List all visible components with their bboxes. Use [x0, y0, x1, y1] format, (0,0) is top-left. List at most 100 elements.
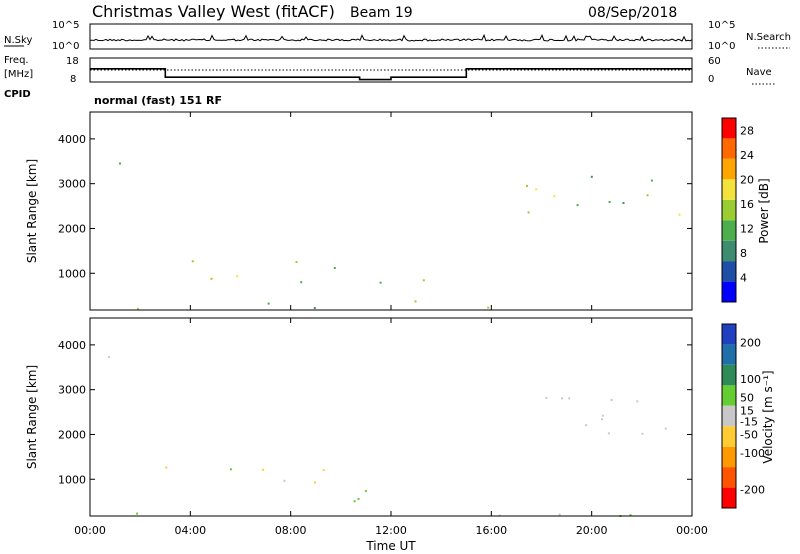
colorbar-tick-label: 50 — [740, 392, 754, 405]
nsky-label: N.Sky — [4, 35, 32, 46]
echo-cell — [576, 204, 579, 207]
y-tick-label: 4000 — [58, 339, 86, 352]
x-tick-label: 08:00 — [275, 524, 307, 537]
echo-cell — [422, 279, 425, 282]
echo-cell — [300, 281, 303, 284]
echo-cell — [295, 261, 298, 263]
freq-label-top: Freq. — [4, 55, 29, 66]
colorbar-tick-label: 20 — [740, 173, 754, 186]
site-title: Christmas Valley West (fitACF) — [92, 2, 335, 21]
nsearch-tick-bottom: 10^0 — [708, 41, 735, 52]
echo-cell — [622, 202, 625, 204]
x-tick-label: 04:00 — [174, 524, 206, 537]
colorbar-tick-label: 24 — [740, 149, 754, 162]
nsky-tick-bottom: 10^0 — [52, 41, 79, 52]
colorbar-segment — [722, 364, 736, 386]
echo-cell — [229, 468, 232, 471]
colorbar-segment — [722, 138, 736, 159]
echo-cell — [646, 194, 649, 197]
colorbar-segment — [722, 426, 736, 447]
echo-cell — [629, 514, 632, 517]
echo-cell — [379, 281, 382, 284]
echo-cell — [267, 302, 270, 305]
echo-cell — [364, 490, 367, 493]
velocity-y-ticks: 1000 2000 3000 4000 — [58, 339, 692, 486]
power-rti-panel: 1000 2000 3000 4000 Slant Range [km] 4 8 12 16… — [25, 111, 771, 311]
echo-cell — [210, 277, 213, 280]
freq-trace — [90, 68, 692, 81]
x-tick-label: 00:00 — [676, 524, 708, 537]
echo-cell — [313, 481, 316, 484]
y-tick-label: 1000 — [58, 267, 86, 280]
velocity-y-axis-label: Slant Range [km] — [25, 365, 39, 469]
velocity-colorbar-label: Velocity [m s⁻¹] — [761, 370, 775, 463]
colorbar-tick-label: 4 — [740, 272, 747, 285]
colorbar-frame — [721, 323, 737, 509]
echo-cell — [313, 307, 316, 309]
echo-cell — [553, 195, 556, 198]
x-tick-label: 12:00 — [375, 524, 407, 537]
nave-tick-bottom: 0 — [708, 74, 714, 85]
nsky-panel-frame — [89, 23, 693, 50]
colorbar-segment — [722, 220, 736, 241]
x-tick-label: 16:00 — [475, 524, 507, 537]
y-tick-label: 3000 — [58, 178, 86, 191]
colorbar-segment — [722, 385, 736, 406]
power-panel-bg — [90, 112, 692, 310]
freq-panel: Freq. [MHz] 18 8 60 0 Nave CPID normal (… — [4, 55, 776, 107]
colorbar-tick-label: 8 — [740, 247, 747, 260]
echo-cell — [283, 479, 286, 482]
x-tick-label: 00:00 — [74, 524, 106, 537]
nsky-tick-top: 10^5 — [52, 20, 79, 31]
nsearch-label: N.Search — [746, 32, 791, 43]
colorbar-tick-label: 100 — [740, 373, 761, 386]
colorbar-tick-label: 28 — [740, 124, 754, 137]
beam-label: Beam 19 — [350, 5, 413, 21]
colorbar-segment — [722, 344, 736, 365]
colorbar-tick-label: -15 — [740, 416, 758, 429]
colorbar-segment — [722, 487, 736, 508]
echo-cell — [607, 432, 610, 435]
echo-cell — [136, 307, 139, 310]
power-y-axis-label: Slant Range [km] — [25, 159, 39, 263]
echo-cell — [636, 400, 639, 403]
echo-cell — [545, 396, 548, 399]
colorbar-tick-label: 16 — [740, 198, 754, 211]
echo-cell — [608, 201, 611, 203]
y-tick-label: 2000 — [58, 428, 86, 441]
colorbar-segment — [722, 261, 736, 282]
nsky-trace — [89, 33, 693, 42]
colorbar-frame — [721, 117, 737, 303]
echo-cell — [236, 275, 239, 278]
colorbar-segment — [722, 179, 736, 200]
freq-tick-top: 18 — [66, 56, 79, 67]
nsearch-tick-top: 10^5 — [708, 20, 735, 31]
echo-cell — [535, 188, 538, 191]
echo-cell — [136, 512, 139, 515]
echo-cell — [119, 162, 121, 165]
echo-cell — [561, 397, 563, 400]
echo-cell — [322, 469, 325, 472]
colorbar-tick-label: -200 — [740, 484, 765, 497]
x-tick-label: 20:00 — [576, 524, 608, 537]
colorbar-segment — [722, 281, 736, 302]
echo-cell — [357, 498, 360, 500]
colorbar-tick-label: -50 — [740, 428, 758, 441]
colorbar-segment — [722, 405, 736, 427]
velocity-panel-bg — [90, 318, 692, 516]
echo-cell — [650, 179, 653, 182]
echo-cell — [262, 468, 265, 471]
colorbar-segment — [722, 467, 736, 488]
y-tick-label: 1000 — [58, 473, 86, 486]
cpid-label: CPID — [4, 89, 31, 100]
y-tick-label: 2000 — [58, 222, 86, 235]
echo-cell — [601, 414, 604, 417]
echo-cell — [678, 213, 681, 216]
echo-cell — [526, 185, 528, 187]
date-label: 08/Sep/2018 — [588, 5, 677, 21]
colorbar-segment — [722, 324, 736, 345]
x-axis-label: Time UT — [365, 539, 416, 553]
